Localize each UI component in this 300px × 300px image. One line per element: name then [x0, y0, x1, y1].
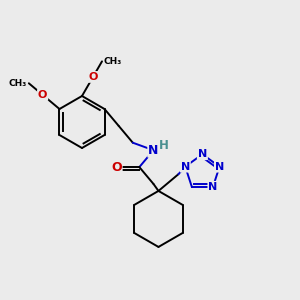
Text: O: O: [38, 90, 47, 100]
Text: N: N: [148, 144, 159, 157]
Text: H: H: [158, 139, 168, 152]
Text: CH₃: CH₃: [9, 79, 27, 88]
Text: N: N: [181, 162, 190, 172]
Text: N: N: [215, 162, 224, 172]
Text: CH₃: CH₃: [104, 57, 122, 66]
Text: O: O: [111, 160, 122, 174]
Text: O: O: [88, 72, 98, 82]
Text: N: N: [208, 182, 218, 192]
Text: N: N: [198, 149, 207, 159]
